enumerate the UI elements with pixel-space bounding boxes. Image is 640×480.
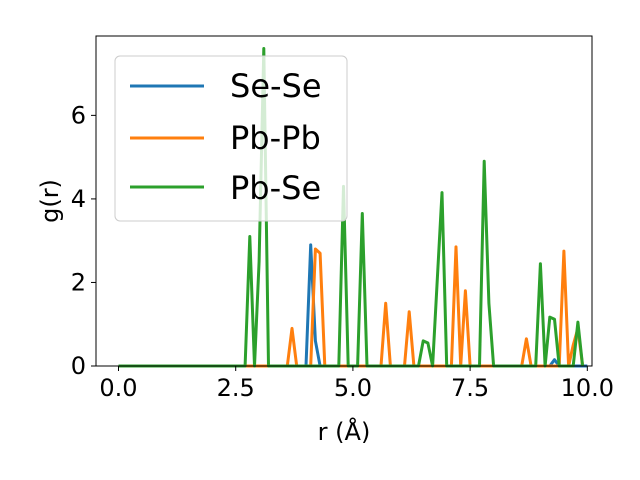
y-tick-label: 4	[71, 185, 86, 213]
y-tick-label: 0	[71, 352, 86, 380]
legend-label-se-se: Se-Se	[230, 67, 322, 105]
y-axis: 0 2 4 6	[71, 101, 96, 380]
x-tick-label: 5.0	[334, 374, 372, 402]
x-tick-label: 2.5	[217, 374, 255, 402]
x-tick-label: 0.0	[99, 374, 137, 402]
legend-label-pb-pb: Pb-Pb	[230, 119, 321, 157]
x-axis: 0.0 2.5 5.0 7.5 10.0	[99, 366, 614, 402]
y-tick-label: 6	[71, 101, 86, 129]
x-tick-label: 10.0	[561, 374, 614, 402]
y-axis-label: g(r)	[36, 179, 64, 223]
legend-box	[114, 55, 348, 222]
legend: Se-Se Pb-Pb Pb-Se	[114, 55, 348, 222]
x-tick-label: 7.5	[451, 374, 489, 402]
y-tick-label: 2	[71, 268, 86, 296]
axes-frame	[95, 35, 593, 367]
x-axis-label: r (Å)	[318, 417, 371, 446]
legend-label-pb-se: Pb-Se	[230, 169, 321, 207]
